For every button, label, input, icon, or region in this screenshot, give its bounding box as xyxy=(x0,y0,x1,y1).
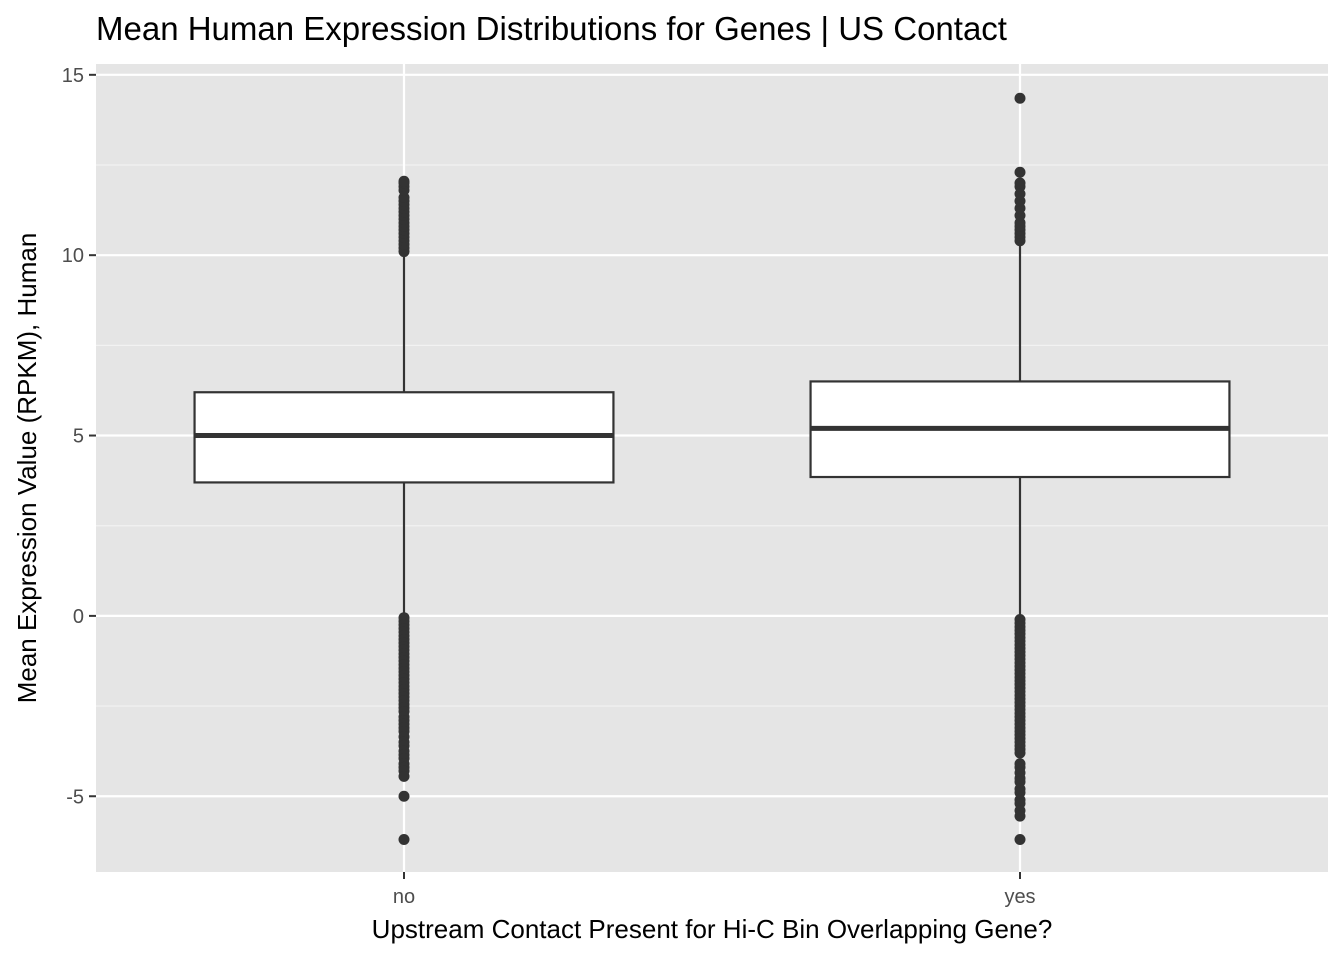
outlier-point xyxy=(1014,166,1026,178)
x-axis: no yes xyxy=(393,872,1036,908)
outlier-point xyxy=(398,790,410,802)
outlier-point xyxy=(1014,177,1026,189)
outlier-point xyxy=(1014,834,1026,846)
y-axis-title: Mean Expression Value (RPKM), Human xyxy=(12,233,42,704)
outlier-point xyxy=(398,770,410,782)
x-tick-label: no xyxy=(393,886,415,908)
box-no xyxy=(193,175,615,846)
outlier-point xyxy=(1014,92,1026,104)
outlier-point xyxy=(1014,810,1026,822)
x-tick-label: yes xyxy=(1004,886,1035,908)
minor-gridlines xyxy=(96,164,1328,707)
x-axis-title: Upstream Contact Present for Hi-C Bin Ov… xyxy=(372,914,1053,944)
y-tick-label: 15 xyxy=(62,65,84,87)
outlier-point xyxy=(398,834,410,846)
y-tick-label: 0 xyxy=(73,606,84,628)
y-axis: -5 0 5 10 15 xyxy=(62,65,96,808)
box-yes xyxy=(809,92,1231,846)
y-tick-label: 10 xyxy=(62,245,84,267)
y-tick-label: -5 xyxy=(66,786,84,808)
y-tick-label: 5 xyxy=(73,426,84,448)
chart-title: Mean Human Expression Distributions for … xyxy=(96,10,1007,47)
box-series xyxy=(193,92,1231,846)
outlier-point xyxy=(398,175,410,187)
outlier-point xyxy=(1014,747,1026,759)
